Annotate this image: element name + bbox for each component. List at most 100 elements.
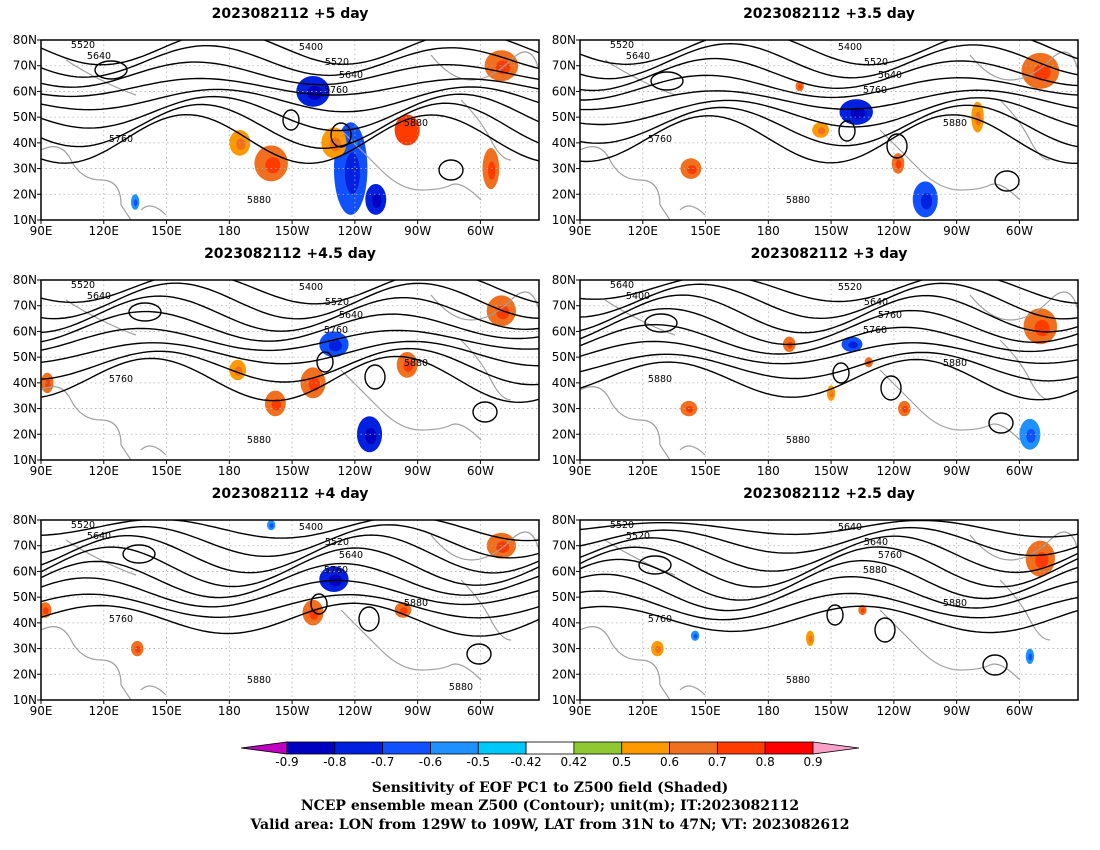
lon-tick-label: 150E (690, 464, 721, 478)
contour-line (41, 560, 539, 599)
lon-tick-label: 90W (404, 464, 431, 478)
lat-tick-label: 70N (552, 299, 576, 313)
lon-tick-label: 180 (218, 224, 241, 238)
contour-label: 5880 (786, 435, 810, 446)
closed-contour (358, 606, 380, 632)
lat-tick-label: 70N (13, 59, 37, 73)
closed-contour (122, 544, 156, 564)
contour-label: 5400 (299, 522, 323, 533)
lon-tick-label: 120E (89, 224, 120, 238)
closed-contour (310, 593, 328, 615)
colorbar-label: -0.9 (275, 755, 298, 769)
lat-tick-label: 80N (13, 33, 37, 47)
lon-tick-label: 90E (569, 464, 592, 478)
contour-line (41, 577, 539, 608)
contour-label: 5880 (943, 118, 967, 129)
lat-tick-label: 80N (13, 273, 37, 287)
contour-label: 5880 (786, 195, 810, 206)
coastline (679, 445, 706, 456)
contour-label: 5640 (339, 70, 363, 81)
contour-line (580, 520, 1078, 538)
sensitivity-core (402, 124, 415, 139)
contour-line (580, 97, 1078, 128)
colorbar: -0.9 -0.8 -0.7 -0.6 -0.5 -0.42 0.42 0.5 0.6 0.7 0.… (240, 741, 860, 769)
lon-tick-label: 90E (569, 704, 592, 718)
contour-line (41, 520, 539, 542)
lon-tick-label: 180 (218, 704, 241, 718)
contour-label: 5640 (626, 51, 650, 62)
contour-line (41, 546, 539, 588)
lon-tick-label: 90W (943, 704, 970, 718)
sensitivity-core (328, 339, 342, 352)
lat-tick-label: 20N (552, 667, 576, 681)
contour-label: 5520 (626, 531, 650, 542)
lat-tick-label: 60N (552, 84, 576, 98)
panel-title: 2023082112 +3.5 day (743, 6, 915, 22)
contour-line (41, 93, 539, 132)
contour-line (41, 327, 539, 352)
lat-tick-label: 50N (552, 590, 576, 604)
lon-tick-label: 120E (628, 224, 659, 238)
coastline (969, 291, 1078, 321)
panel-title: 2023082112 +4 day (212, 486, 369, 502)
lat-tick-label: 50N (552, 110, 576, 124)
lon-tick-label: 180 (757, 704, 780, 718)
coastline (340, 369, 482, 441)
lat-tick-label: 40N (13, 136, 37, 150)
lon-tick-label: 60W (1006, 224, 1033, 238)
contour-line (580, 324, 1078, 355)
coastline (999, 99, 1051, 161)
contour-label: 5520 (325, 537, 349, 548)
contour-label: 5880 (404, 598, 428, 609)
contour-label: 5760 (109, 134, 133, 145)
contour-label: 5760 (863, 325, 887, 336)
contour-label: 5520 (71, 40, 95, 51)
lon-tick-label: 60W (1006, 704, 1033, 718)
map-frame (40, 279, 540, 461)
sensitivity-core (1034, 319, 1050, 337)
caption-line-3: Valid area: LON from 129W to 109W, LAT f… (249, 817, 849, 833)
coastline (999, 579, 1051, 641)
lon-tick-label: 120W (337, 704, 372, 718)
lon-tick-label: 90W (404, 224, 431, 238)
lat-tick-label: 10N (552, 213, 576, 227)
colorbar-label: 0.7 (708, 755, 727, 769)
contour-line (580, 535, 1078, 574)
colorbar-label: 0.5 (612, 755, 631, 769)
lat-tick-label: 30N (552, 402, 576, 416)
contour-label: 5520 (71, 520, 95, 531)
contour-line (580, 89, 1078, 111)
sensitivity-core (265, 157, 281, 174)
contour-label: 5520 (71, 280, 95, 291)
sensitivity-core (487, 161, 496, 180)
contour-label: 5640 (864, 537, 888, 548)
lat-tick-label: 60N (552, 564, 576, 578)
colorbar-segment (764, 741, 814, 755)
contour-label: 5520 (838, 282, 862, 293)
lon-tick-label: 150W (814, 464, 849, 478)
lon-tick-label: 150W (814, 224, 849, 238)
colorbar-label: -0.6 (419, 755, 442, 769)
colorbar-segment (334, 741, 384, 755)
z500-contours (41, 40, 539, 181)
sensitivity-core (848, 341, 858, 349)
coastline (580, 386, 671, 460)
z500-contours (580, 40, 1078, 192)
colorbar-segment (286, 741, 336, 755)
z500-contours (580, 280, 1078, 434)
sensitivity-core (920, 193, 933, 210)
lat-tick-label: 60N (552, 324, 576, 338)
colorbar-label: -0.5 (467, 755, 490, 769)
colorbar-label: 0.6 (660, 755, 679, 769)
sensitivity-core (269, 523, 274, 528)
contour-label: 5760 (878, 550, 902, 561)
contour-label: 5640 (838, 522, 862, 533)
contour-label: 5640 (87, 291, 111, 302)
contour-line (41, 310, 539, 343)
contour-label: 5880 (247, 435, 271, 446)
contour-line (41, 524, 539, 559)
contour-line (580, 280, 1078, 304)
contour-label: 5760 (863, 85, 887, 96)
coastline (580, 626, 671, 700)
